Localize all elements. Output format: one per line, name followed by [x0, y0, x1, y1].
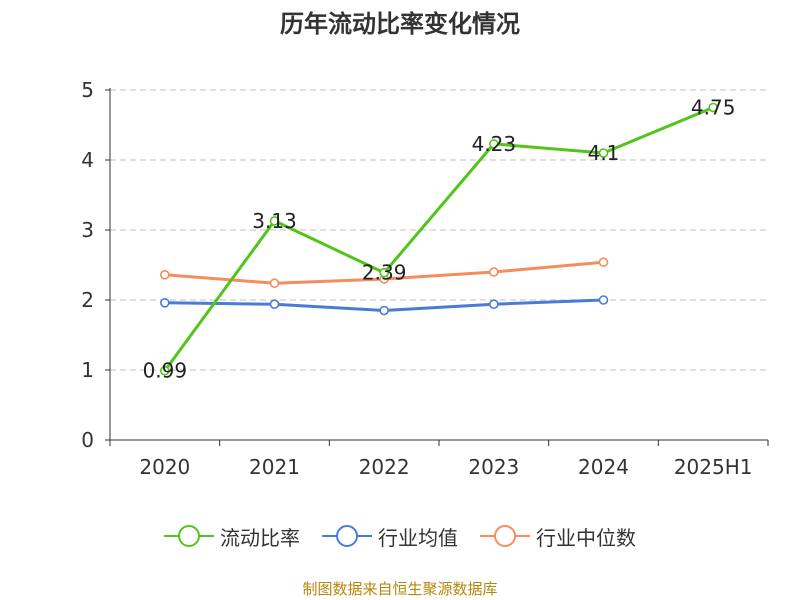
data-point — [160, 269, 170, 280]
data-point — [598, 148, 609, 158]
x-tick-label: 2022 — [359, 455, 410, 479]
legend-label-industry-median: 行业中位数 — [536, 525, 636, 550]
x-tick-label: 2025H1 — [674, 455, 753, 479]
data-point — [489, 139, 499, 149]
y-tick-label: 1 — [81, 358, 94, 382]
data-label: 4.23 — [472, 132, 517, 156]
data-point — [489, 299, 499, 310]
legend-item-industry-median[interactable]: 行业中位数 — [480, 522, 636, 551]
legend-item-current-ratio[interactable]: 流动比率 — [164, 522, 300, 551]
data-point — [160, 365, 170, 376]
data-label: 0.99 — [143, 359, 188, 383]
legend-swatch-industry-median — [480, 525, 530, 547]
source-note: 制图数据来自恒生聚源数据库 — [302, 580, 498, 598]
y-tick-label: 4 — [81, 148, 94, 172]
legend: 流动比率 行业均值 行业中位数 — [0, 518, 800, 554]
chart-title: 历年流动比率变化情况 — [280, 10, 520, 38]
legend-label-industry-mean: 行业均值 — [378, 525, 458, 550]
data-point — [160, 297, 170, 308]
data-point — [379, 267, 389, 278]
data-point — [269, 278, 280, 289]
x-tick-label: 2020 — [139, 455, 190, 479]
data-point — [269, 216, 280, 226]
data-point — [489, 267, 499, 277]
data-label: 4.75 — [691, 96, 736, 120]
data-point — [598, 257, 609, 268]
x-tick-label: 2024 — [578, 455, 629, 479]
legend-swatch-current-ratio — [164, 525, 214, 547]
legend-label-current-ratio: 流动比率 — [220, 525, 300, 550]
y-tick-label: 2 — [81, 288, 94, 312]
data-label: 4.1 — [588, 141, 620, 165]
y-tick-label: 5 — [81, 78, 94, 102]
x-tick-label: 2023 — [468, 455, 519, 479]
legend-swatch-industry-mean — [322, 525, 372, 547]
x-tick-label: 2021 — [249, 455, 300, 479]
data-point — [379, 305, 389, 316]
legend-item-industry-mean[interactable]: 行业均值 — [322, 522, 458, 551]
data-point — [269, 299, 280, 310]
y-tick-label: 3 — [81, 218, 94, 242]
data-point — [708, 102, 718, 113]
data-label: 2.39 — [362, 261, 407, 285]
data-point — [598, 295, 609, 305]
data-label: 3.13 — [252, 209, 297, 233]
series-line — [163, 106, 714, 372]
y-tick-label: 0 — [81, 428, 94, 452]
